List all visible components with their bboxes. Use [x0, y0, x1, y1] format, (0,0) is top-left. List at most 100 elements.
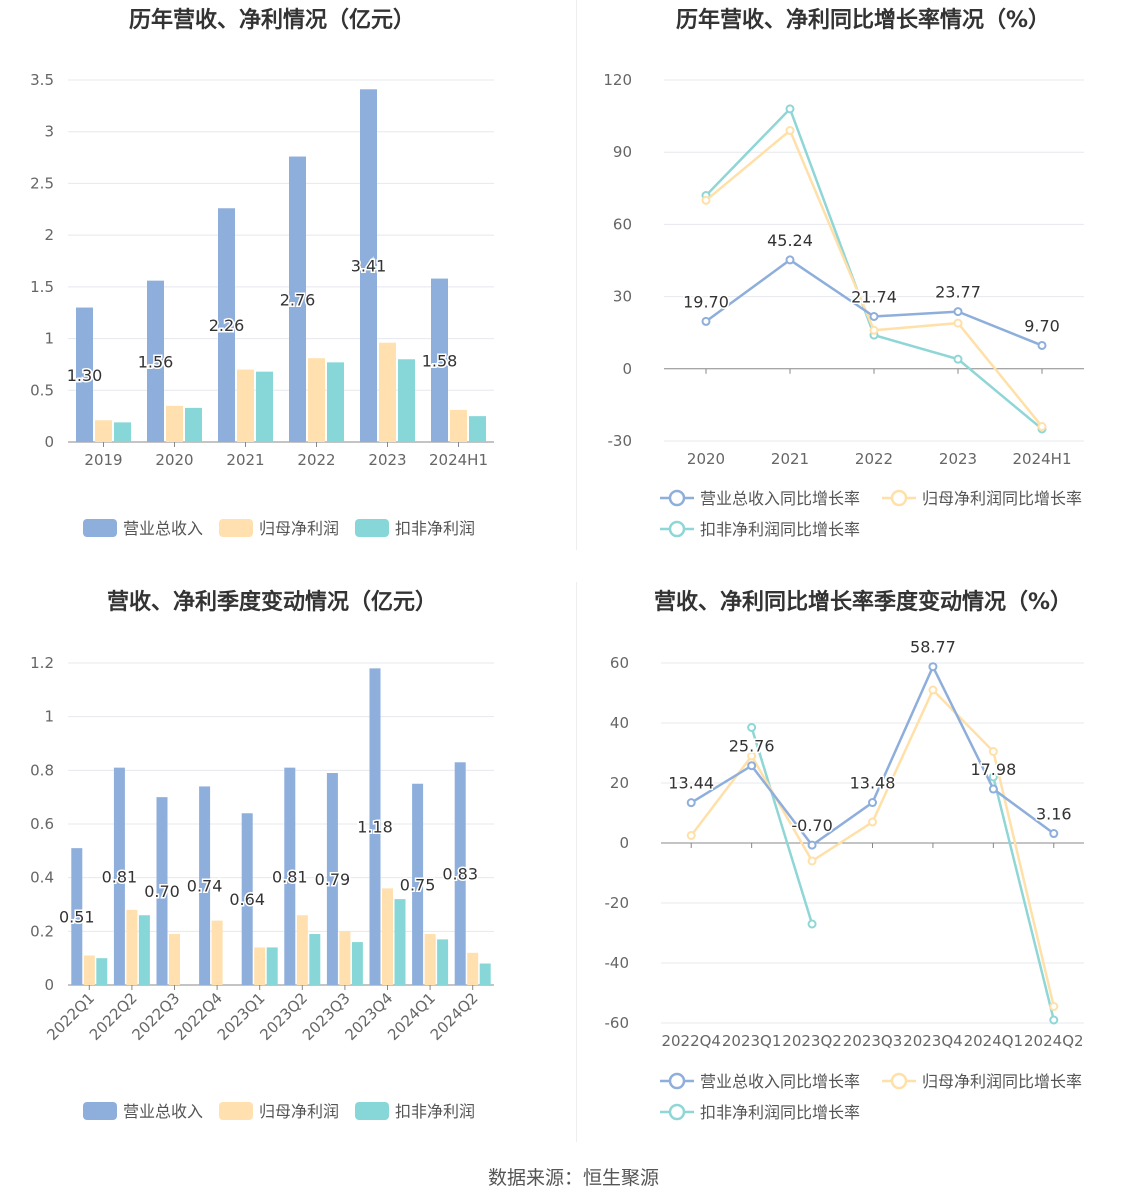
y-tick-label: 0.4 [30, 869, 54, 887]
bar [369, 668, 381, 985]
x-tick-label: 2023Q2 [782, 1032, 842, 1050]
data-label: 0.75 [400, 875, 436, 894]
x-tick-label: 2019 [84, 451, 122, 469]
bar [412, 783, 424, 985]
y-tick-label: 0.8 [30, 761, 54, 779]
bar [147, 280, 164, 442]
bar [351, 942, 363, 985]
data-label: 0.74 [187, 877, 223, 896]
bar [95, 420, 112, 442]
data-label: 3.16 [1036, 805, 1072, 824]
data-point [807, 840, 817, 850]
y-tick-label: -40 [605, 954, 630, 972]
quarterly-growth-rate-chart: 营收、净利同比增长率季度变动情况（%） -60 -40 -20 0 20 40 60 2022Q… [576, 582, 1147, 1147]
bar [339, 931, 351, 985]
data-label: 1.58 [422, 351, 458, 370]
data-label: 21.74 [851, 287, 897, 306]
data-point [953, 318, 963, 328]
y-tick-label: 20 [610, 774, 629, 792]
y-tick-label: 1 [44, 330, 54, 348]
annual-growth-rate-chart: 历年营收、净利同比增长率情况（%） -30 0 30 60 90 120 2020 2021 20… [576, 0, 1147, 560]
chart-title: 历年营收、净利情况（亿元） [129, 7, 415, 33]
x-tick-label: 2023 [368, 451, 406, 469]
data-label: 13.44 [668, 774, 714, 793]
y-tick-label: 40 [610, 714, 629, 732]
data-point [807, 856, 817, 866]
data-point [868, 817, 877, 827]
bar [360, 89, 377, 443]
x-tick-label: 2023Q3 [843, 1032, 903, 1050]
data-label: 13.48 [850, 774, 896, 793]
series-line [992, 776, 1055, 1021]
bar [309, 934, 321, 985]
data-point [869, 325, 879, 335]
legend-marker [668, 1103, 686, 1121]
data-label: 19.70 [683, 292, 729, 311]
series-line [705, 128, 1043, 428]
data-point [928, 662, 938, 672]
legend-swatch [83, 1102, 117, 1120]
chart-title: 历年营收、净利同比增长率情况（%） [676, 7, 1050, 33]
legend-marker [668, 1072, 686, 1090]
legend-marker [890, 1072, 908, 1090]
bar [431, 278, 448, 442]
legend-swatch [355, 519, 389, 537]
x-tick-label: 2024Q1 [964, 1032, 1024, 1050]
y-tick-label: 3 [44, 123, 54, 141]
data-point [868, 798, 877, 808]
bar [83, 955, 95, 985]
x-tick-label: 2024Q2 [427, 989, 482, 1044]
data-point [686, 798, 696, 808]
y-tick-label: 0.2 [30, 922, 54, 940]
chart-title: 营收、净利同比增长率季度变动情况（%） [654, 589, 1072, 615]
legend-marker [668, 489, 686, 507]
x-tick-label: 2024H1 [1013, 450, 1072, 468]
bar [211, 920, 223, 985]
bar [76, 307, 93, 442]
data-source-footer: 数据来源：恒生聚源 [487, 1167, 659, 1189]
bar [326, 773, 338, 985]
bar [185, 407, 202, 442]
x-tick-label: 2022 [855, 450, 893, 468]
bar [424, 934, 436, 985]
bar [254, 947, 266, 985]
chart-svg: 营收、净利季度变动情况（亿元）00.20.40.60.811.22022Q10.… [30, 589, 494, 1121]
data-point [747, 751, 757, 761]
bar [169, 934, 180, 985]
y-tick-label: 60 [613, 215, 632, 233]
bar [382, 888, 393, 985]
data-label: 45.24 [767, 231, 813, 250]
bar [241, 813, 253, 985]
legend-marker [668, 520, 686, 538]
x-tick-label: 2024H1 [429, 451, 488, 469]
data-point [701, 195, 711, 205]
legend-label: 营业总收入同比增长率 [700, 1072, 860, 1091]
data-label: 0.51 [59, 908, 95, 927]
x-tick-label: 2021 [771, 450, 809, 468]
series-line [750, 727, 814, 925]
legend-label: 扣非净利润 [395, 519, 475, 538]
y-tick-label: 0.5 [30, 381, 54, 399]
data-label: 2.76 [280, 290, 316, 309]
bar [454, 762, 466, 985]
bar [237, 369, 254, 442]
data-point [1037, 422, 1047, 432]
y-tick-label: 1.5 [30, 278, 54, 296]
data-label: 17.98 [970, 760, 1016, 779]
bar [113, 767, 125, 985]
data-point [785, 104, 795, 114]
bar [71, 848, 83, 985]
chart-svg: 历年营收、净利同比增长率情况（%） -30 0 30 60 90 120 2020 2021 20… [603, 7, 1084, 539]
data-label: 0.83 [442, 865, 478, 884]
data-point [953, 354, 963, 364]
annual-revenue-profit-chart: 历年营收、净利情况（亿元） 0 0.5 1 1.5 2 2.5 3 3.5 2019 1.30 202… [0, 0, 576, 560]
data-point [785, 126, 795, 136]
data-point [988, 747, 998, 756]
bar [218, 208, 235, 442]
y-tick-label: 0 [622, 360, 632, 378]
data-point [1037, 340, 1047, 350]
data-label: 58.77 [910, 638, 956, 657]
data-point [988, 772, 998, 782]
x-tick-label: 2020 [687, 450, 725, 468]
y-tick-label: 1 [44, 708, 54, 726]
